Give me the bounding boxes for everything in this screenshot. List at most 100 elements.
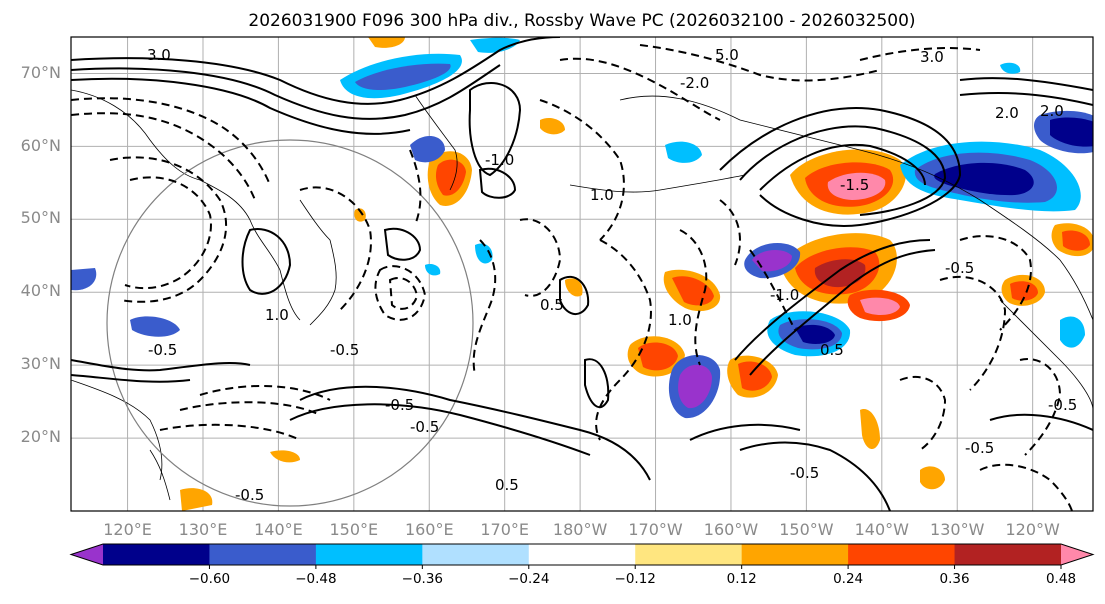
colorbar-segment [422, 544, 530, 565]
philippines-coast [149, 449, 171, 501]
contour-line [595, 239, 652, 441]
lon-tick-label: 120°W [1005, 520, 1060, 539]
lon-tick-label: 150°W [779, 520, 834, 539]
colorbar-tick-label: −0.60 [189, 571, 230, 587]
contour-line [1019, 358, 1062, 456]
colorbar-tick-label: −0.48 [295, 571, 336, 587]
fill-negative [130, 316, 180, 337]
lat-tick-label: 40°N [21, 281, 61, 300]
contour-labels: 3.0 5.0 3.0 2.0 -1.0 1.0 -0.5 -2.0 2.0 -… [147, 46, 1077, 504]
contour-line [299, 186, 372, 311]
contour-line [241, 228, 292, 295]
asia-coast [71, 89, 301, 321]
contour-line [383, 227, 422, 261]
fill-positive [354, 208, 366, 222]
lon-tick-label: 140°E [254, 520, 303, 539]
contour-line [639, 44, 881, 82]
contour-label: 2.0 [1040, 102, 1064, 120]
contour-line [989, 413, 1093, 431]
fill-positive [860, 409, 880, 450]
contour-line [299, 385, 651, 481]
contour-label: 1.0 [590, 186, 614, 204]
divergence-fills [71, 37, 1093, 511]
lon-tick-label: 140°W [855, 520, 910, 539]
aleutian-arc [569, 174, 746, 193]
lat-tick-label: 60°N [21, 136, 61, 155]
fill-positive [435, 159, 466, 196]
lon-tick-label: 150°E [330, 520, 379, 539]
colorbar-tick-label: −0.12 [615, 571, 656, 587]
lon-tick-label: 160°W [704, 520, 759, 539]
contour-line [739, 441, 891, 511]
fill-negative [425, 264, 441, 276]
contour-label: -0.5 [945, 259, 974, 277]
contour-line [749, 249, 936, 376]
contour-line [559, 275, 590, 315]
colorbar-segment [528, 544, 636, 565]
contour-line [689, 423, 801, 441]
fill-negative [678, 364, 712, 409]
contour-line [289, 403, 591, 456]
china-coast [71, 379, 163, 481]
contour-line [959, 92, 1093, 106]
lat-tick-label: 20°N [21, 427, 61, 446]
fill-positive [368, 37, 405, 48]
contour-line [939, 275, 1007, 391]
fill-positive [738, 361, 772, 391]
contour-label: 2.0 [995, 104, 1019, 122]
contour-line [719, 107, 962, 227]
lon-tick-label: 170°E [480, 520, 529, 539]
lat-tick-label: 70°N [21, 63, 61, 82]
contour-line [71, 37, 561, 105]
fill-negative [475, 243, 493, 264]
fill-negative [410, 135, 445, 163]
contour-label: -0.5 [148, 341, 177, 359]
fill-positive [920, 466, 945, 490]
latitude-axis: 70°N 60°N 50°N 40°N 30°N 20°N [21, 63, 61, 446]
colorbar-segment [209, 544, 317, 565]
colorbar-tick-label: −0.24 [508, 571, 549, 587]
contour-label: 0.5 [495, 476, 519, 494]
contour-line [199, 384, 331, 401]
fill-negative [1050, 117, 1093, 147]
contour-line [959, 235, 1032, 331]
contour-label: 3.0 [920, 48, 944, 66]
contour-line [539, 99, 625, 241]
contour-line [478, 167, 517, 199]
fill-positive [1010, 281, 1038, 301]
contour-label: -0.5 [385, 396, 414, 414]
map-background [71, 37, 1093, 511]
contour-label: 1.0 [668, 311, 692, 329]
lon-tick-label: 130°W [930, 520, 985, 539]
contour-line [124, 176, 212, 290]
fill-positive [827, 172, 886, 200]
colorbar-extend-min [71, 544, 103, 565]
colorbar-segment [848, 544, 956, 565]
contour-label: -0.5 [965, 439, 994, 457]
fill-positive [180, 488, 213, 511]
colorbar-tick-label: 0.48 [1046, 571, 1076, 587]
us-coast [999, 299, 1093, 411]
fill-positive [860, 297, 900, 315]
lon-tick-label: 180°W [553, 520, 608, 539]
colorbar-tick-label: −0.36 [402, 571, 443, 587]
contour-label: -0.5 [330, 341, 359, 359]
colorbar-outline [69, 543, 1095, 566]
contour-label: -1.0 [770, 286, 799, 304]
colorbar: −0.60 −0.48 −0.36 −0.24 −0.12 0.12 0.24 0.36 0.4… [69, 543, 1095, 587]
coastlines [71, 89, 1093, 501]
contour-line [859, 47, 981, 61]
contour-line [71, 77, 411, 135]
longitude-axis: 120°E 130°E 140°E 150°E 160°E 170°E 180°W 170°W… [103, 520, 1060, 539]
colorbar-segment [635, 544, 743, 565]
contour-line [679, 229, 708, 366]
lat-tick-label: 30°N [21, 354, 61, 373]
colorbar-segment [103, 544, 210, 565]
colorbar-tick-label: 0.24 [833, 571, 863, 587]
fill-negative [1000, 62, 1021, 74]
map-panel: 3.0 5.0 3.0 2.0 -1.0 1.0 -0.5 -2.0 2.0 -… [70, 36, 1094, 512]
contour-line [559, 57, 721, 121]
colorbar-segment [315, 544, 423, 565]
contour-line [409, 149, 422, 226]
